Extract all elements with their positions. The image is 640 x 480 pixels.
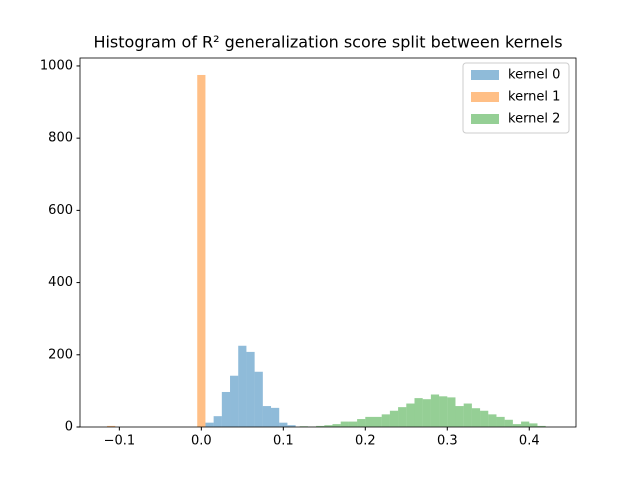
bar — [357, 419, 366, 427]
y-tick-label: 800 — [48, 131, 73, 146]
bar — [406, 403, 415, 427]
bar — [365, 416, 374, 427]
bar — [463, 403, 472, 427]
bar — [279, 422, 288, 427]
y-tick-label: 600 — [48, 203, 73, 218]
y-tick-label: 0 — [65, 420, 73, 435]
bar — [197, 74, 206, 427]
bar — [381, 414, 390, 427]
x-tick-label: −0.1 — [104, 434, 136, 449]
bar — [414, 398, 423, 427]
bar — [107, 425, 116, 427]
bar — [422, 399, 431, 427]
legend-swatch — [471, 70, 499, 80]
bar — [488, 414, 497, 427]
bar — [504, 419, 513, 427]
bar — [316, 425, 325, 427]
y-tick-label: 400 — [48, 275, 73, 290]
x-tick-label: 0.0 — [191, 434, 212, 449]
bar — [271, 407, 280, 427]
bar — [221, 391, 231, 427]
bar — [254, 371, 263, 427]
x-tick-label: 0.3 — [437, 434, 458, 449]
bar — [324, 425, 333, 427]
legend-swatch — [471, 114, 499, 124]
bar — [512, 424, 522, 427]
y-tick-label: 200 — [48, 347, 73, 362]
bar — [213, 416, 222, 427]
bar — [348, 421, 358, 427]
bar — [447, 397, 456, 427]
bar — [262, 406, 272, 427]
bar — [439, 396, 448, 427]
y-tick-label: 1000 — [40, 58, 73, 73]
bar — [496, 416, 505, 427]
bar — [521, 421, 530, 427]
bar — [340, 421, 349, 427]
bar — [238, 345, 247, 427]
bar — [537, 425, 546, 427]
bar — [455, 406, 464, 427]
bar — [471, 408, 481, 427]
bar — [246, 351, 255, 427]
bar — [332, 424, 341, 427]
bar — [205, 422, 214, 427]
bar — [373, 416, 382, 427]
legend-label: kernel 2 — [508, 112, 560, 127]
legend-label: kernel 0 — [508, 68, 560, 83]
bar — [480, 410, 489, 427]
bar — [287, 425, 296, 427]
chart-title: Histogram of R² generalization score spl… — [93, 33, 562, 52]
bar — [230, 375, 239, 427]
bar — [529, 423, 538, 427]
bar — [389, 410, 399, 427]
legend-swatch — [471, 92, 499, 102]
x-tick-label: 0.2 — [355, 434, 376, 449]
bar — [430, 394, 440, 427]
bar — [398, 407, 407, 427]
x-tick-label: 0.1 — [273, 434, 294, 449]
plot-frame — [79, 57, 577, 428]
legend-label: kernel 1 — [508, 90, 560, 105]
x-tick-label: 0.4 — [519, 434, 540, 449]
